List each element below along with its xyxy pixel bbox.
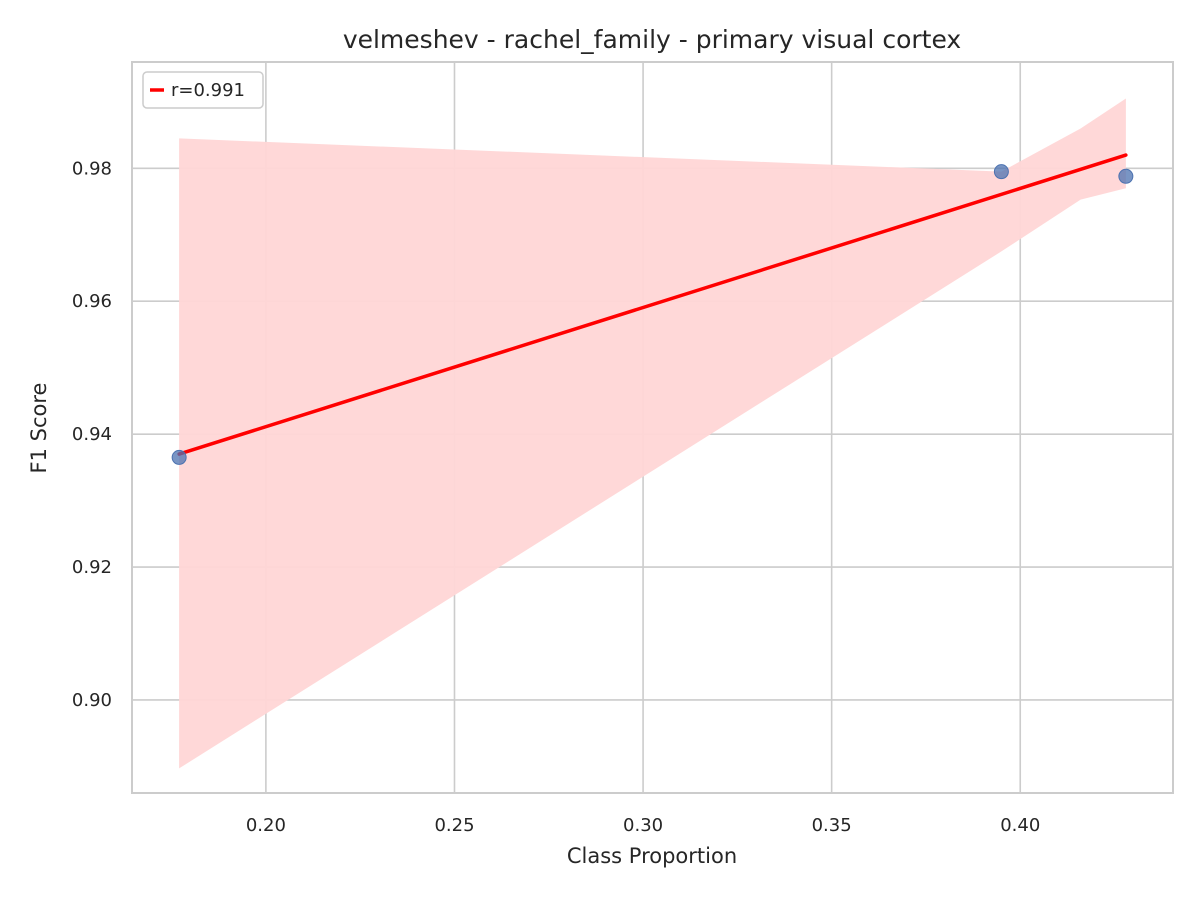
confidence-band: [179, 98, 1126, 769]
legend: r=0.991: [142, 71, 264, 109]
x-tick-labels: 0.20 0.25 0.30 0.35 0.40: [246, 815, 1040, 836]
legend-label: r=0.991: [171, 80, 245, 101]
x-tick-label: 0.35: [812, 815, 852, 836]
y-tick-label: 0.92: [72, 557, 112, 578]
y-tick-label: 0.94: [72, 424, 112, 445]
chart-title: velmeshev - rachel_family - primary visu…: [343, 25, 961, 54]
x-tick-label: 0.20: [246, 815, 286, 836]
y-tick-labels: 0.90 0.92 0.94 0.96 0.98: [72, 158, 112, 711]
x-axis-label: Class Proportion: [567, 844, 737, 868]
regression-line-layer: [177, 153, 1128, 456]
y-tick-label: 0.96: [72, 291, 112, 312]
y-tick-label: 0.90: [72, 690, 112, 711]
confidence-band-layer: [179, 98, 1126, 769]
scatter-point: [1118, 168, 1134, 184]
y-axis-label: F1 Score: [27, 383, 51, 474]
scatter-point: [171, 449, 187, 465]
y-tick-label: 0.98: [72, 158, 112, 179]
x-tick-label: 0.30: [623, 815, 663, 836]
scatter-points-layer: [171, 164, 1134, 465]
x-tick-label: 0.25: [434, 815, 474, 836]
regression-line: [177, 153, 1128, 456]
plot-frame: [131, 61, 1174, 794]
legend-box: [142, 71, 264, 109]
scatter-point: [993, 164, 1009, 180]
x-tick-label: 0.40: [1000, 815, 1040, 836]
